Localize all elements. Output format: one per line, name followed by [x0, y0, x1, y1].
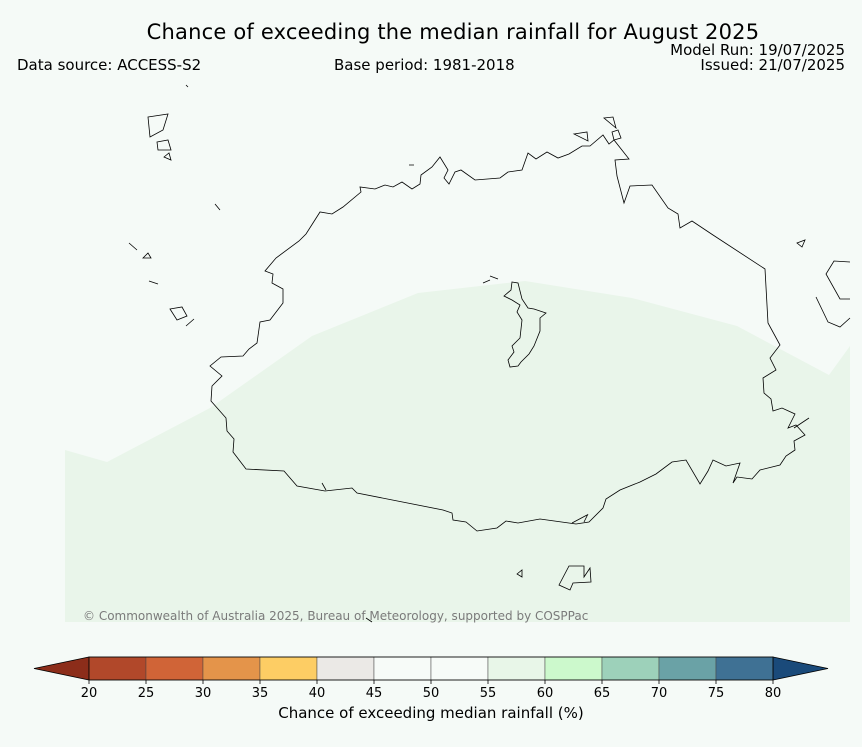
- colorbar-tick-label: 65: [594, 686, 611, 701]
- islet-far-east-1: [825, 260, 851, 300]
- colorbar-tick-label: 25: [138, 686, 155, 701]
- colorbar: 20 25 30 35 40 45 50 55 60 65 70 75 80: [33, 656, 829, 701]
- islet-north-3: [611, 129, 622, 141]
- model-run-label: Model Run: 19/07/2025: [670, 41, 845, 59]
- colorbar-tick-label: 50: [423, 686, 440, 701]
- colorbar-tick-label: 70: [651, 686, 668, 701]
- islet-northwest-3: [163, 152, 172, 161]
- rainfall-map: [65, 84, 851, 623]
- map-title: Chance of exceeding the median rainfall …: [146, 20, 760, 44]
- islet-north-2: [603, 116, 617, 130]
- islet-east: [796, 239, 806, 248]
- colorbar-tick-label: 35: [252, 686, 269, 701]
- colorbar-bin-35-40: [259, 656, 318, 681]
- coastline-group: [128, 84, 851, 623]
- islet-north-1: [572, 131, 589, 142]
- colorbar-bin-30-35: [202, 656, 261, 681]
- islet-northwest-1: [147, 113, 169, 138]
- colorbar-tick-label: 80: [765, 686, 782, 701]
- islet-south-1: [558, 565, 592, 591]
- shaded-probability-region: [65, 281, 850, 622]
- issued-label: Issued: 21/07/2025: [700, 56, 845, 74]
- colorbar-low-extension: [33, 656, 90, 681]
- colorbar-bin-60-65: [544, 656, 603, 681]
- copyright-notice: © Commonwealth of Australia 2025, Bureau…: [83, 609, 589, 623]
- colorbar-tick-label: 55: [480, 686, 497, 701]
- colorbar-tick-label: 30: [195, 686, 212, 701]
- coast-stroke-1: [128, 84, 810, 623]
- colorbar-tick-label: 40: [309, 686, 326, 701]
- base-period-label: Base period: 1981-2018: [334, 56, 515, 74]
- islet-south-2: [516, 569, 523, 578]
- colorbar-tick-label: 60: [537, 686, 554, 701]
- colorbar-tick-label: 45: [366, 686, 383, 701]
- colorbar-bin-65-70: [601, 656, 660, 681]
- islet-far-east-2: [815, 296, 851, 328]
- data-source-label: Data source: ACCESS-S2: [17, 56, 202, 74]
- colorbar-bin-40-45: [316, 656, 375, 681]
- colorbar-tick-label: 20: [81, 686, 98, 701]
- central-island-coastline: [503, 281, 547, 368]
- colorbar-high-extension: [772, 656, 829, 681]
- main-island-coastline: [209, 134, 806, 532]
- colorbar-label: Chance of exceeding median rainfall (%): [278, 704, 584, 722]
- islet-northwest-2: [156, 139, 172, 151]
- colorbar-bin-20-25: [88, 656, 147, 681]
- islet-west-2: [169, 306, 188, 321]
- colorbar-bin-75-80: [715, 656, 774, 681]
- colorbar-tick-label: 75: [708, 686, 725, 701]
- colorbar-bin-70-75: [658, 656, 717, 681]
- colorbar-bin-45-50: [373, 656, 432, 681]
- colorbar-bin-55-60: [487, 656, 546, 681]
- islet-west-1: [142, 252, 152, 259]
- colorbar-bin-50-55: [430, 656, 489, 681]
- colorbar-bin-25-30: [145, 656, 204, 681]
